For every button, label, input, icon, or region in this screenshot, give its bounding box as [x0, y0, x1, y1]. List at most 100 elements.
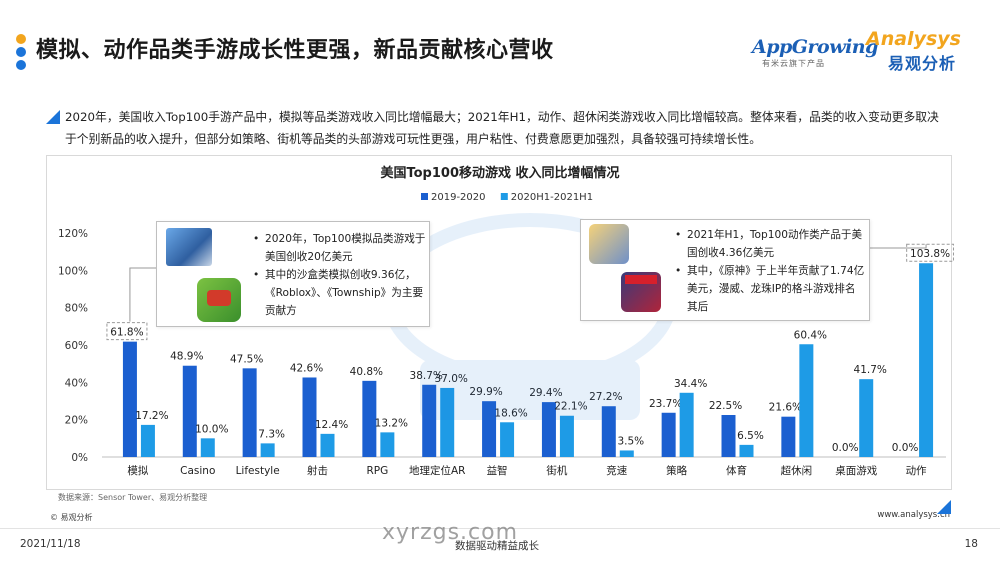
bar-series2 — [859, 379, 874, 457]
data-label: 12.4% — [315, 419, 348, 431]
data-label: 37.0% — [435, 373, 468, 385]
genshin-thumbnail-icon — [589, 224, 629, 264]
callout-simulation: 2020年，Top100模拟品类游戏于美国创收20亿美元 其中的沙盒类模拟创收9… — [156, 221, 430, 327]
chart-title: 美国Top100移动游戏 收入同比增幅情况 — [380, 165, 619, 181]
data-label: 0.0% — [832, 442, 859, 454]
data-label: 40.8% — [350, 366, 383, 378]
data-label: 60.4% — [794, 329, 827, 341]
y-tick-label: 40% — [65, 377, 88, 389]
data-label: 48.9% — [170, 351, 203, 363]
data-label: 29.4% — [529, 387, 562, 399]
callout-simulation-bullet: 其中的沙盒类模拟创收9.36亿，《Roblox》、《Township》为主要贡献… — [251, 266, 429, 320]
data-label: 103.8% — [910, 248, 950, 260]
x-tick-label: 超休闲 — [781, 464, 813, 477]
roblox-thumbnail-icon — [166, 228, 212, 266]
bar-series1 — [482, 401, 497, 457]
y-tick-label: 20% — [65, 415, 88, 427]
x-tick-label: 射击 — [307, 464, 328, 477]
callout-simulation-bullet: 2020年，Top100模拟品类游戏于美国创收20亿美元 — [251, 230, 429, 266]
bar-series1 — [781, 416, 796, 457]
y-tick-label: 80% — [65, 303, 88, 315]
data-label: 29.9% — [469, 386, 502, 398]
bar-series2 — [380, 432, 395, 457]
data-label: 7.3% — [258, 428, 285, 440]
y-tick-label: 60% — [65, 340, 88, 352]
data-label: 47.5% — [230, 353, 263, 365]
site-url[interactable]: www.analysys.cn — [877, 510, 950, 520]
data-label: 22.5% — [709, 400, 742, 412]
bar-series2 — [440, 387, 455, 457]
x-tick-label: 街机 — [546, 464, 567, 477]
bar-series2 — [200, 438, 215, 457]
x-tick-label: 地理定位AR — [409, 464, 465, 477]
page-number: 18 — [964, 538, 978, 550]
x-tick-label: 益智 — [487, 464, 508, 477]
data-label: 23.7% — [649, 398, 682, 410]
bottom-watermark: xyrzgs.com — [382, 520, 519, 545]
title-dot-orange — [16, 34, 26, 44]
bar-series1 — [541, 402, 556, 457]
data-label: 17.2% — [135, 410, 168, 422]
data-label: 27.2% — [589, 391, 622, 403]
appgrowing-logo: AppGrowing 有米云旗下产品 — [752, 36, 878, 76]
marvel-thumbnail-icon — [621, 272, 661, 312]
data-label: 61.8% — [110, 327, 143, 339]
highlight-box — [906, 243, 954, 262]
x-tick-label: 体育 — [726, 464, 747, 477]
legend-label-1: 2020H1-2021H1 — [511, 192, 593, 203]
appgrowing-logo-sub: 有米云旗下产品 — [762, 59, 825, 68]
analysys-logo: Analysys 易观分析 — [866, 28, 976, 76]
analysys-logo-cn: 易观分析 — [888, 54, 957, 73]
footer-divider — [0, 528, 1000, 529]
bar-series1 — [661, 412, 676, 457]
y-tick-label: 0% — [71, 452, 88, 464]
data-label: 21.6% — [769, 402, 802, 414]
corner-triangle-icon — [937, 500, 951, 514]
bar-series2 — [739, 444, 754, 457]
highlight-box — [106, 322, 148, 341]
y-tick-label: 120% — [58, 228, 88, 240]
data-label: 3.5% — [617, 435, 644, 447]
x-tick-label: 桌面游戏 — [835, 464, 877, 477]
bar-series1 — [242, 368, 257, 457]
bar-series1 — [422, 384, 437, 457]
x-tick-label: 竞速 — [606, 464, 627, 477]
analysys-logo-name: Analysys — [866, 28, 961, 50]
x-tick-label: 模拟 — [127, 464, 148, 477]
callout-connector-left — [129, 267, 156, 322]
x-tick-label: 策略 — [666, 464, 687, 477]
page-title: 模拟、动作品类手游成长性更强，新品贡献核心营收 — [36, 38, 554, 63]
copyright: © 易观分析 — [50, 513, 93, 522]
footer-slogan: 数据驱动精益成长 — [455, 540, 539, 552]
bar-series2 — [919, 263, 934, 457]
bar-series1 — [362, 380, 377, 457]
title-dot-blue-1 — [16, 47, 26, 57]
intro-paragraph: 2020年，美国收入Top100手游产品中，模拟等品类游戏收入同比增幅最大；20… — [65, 110, 939, 146]
callout-action-bullet: 其中，《原神》于上半年贡献了1.74亿美元，漫威、龙珠IP的格斗游戏排名其后 — [673, 262, 865, 316]
bar-series1 — [122, 341, 137, 457]
bar-series2 — [679, 392, 694, 457]
bar-series2 — [559, 415, 574, 457]
legend-label-0: 2019-2020 — [431, 192, 486, 203]
data-label: 34.4% — [674, 378, 707, 390]
callout-action: 2021年H1，Top100动作类产品于美国创收4.36亿美元 其中，《原神》于… — [580, 219, 870, 321]
x-tick-label: Lifestyle — [236, 465, 280, 477]
appgrowing-logo-name: AppGrowing — [752, 36, 878, 58]
data-source: 数据来源：Sensor Tower、易观分析整理 — [58, 493, 208, 502]
intro-triangle-icon — [46, 110, 60, 124]
data-label: 22.1% — [554, 401, 587, 413]
data-label: 38.7% — [410, 370, 443, 382]
township-thumbnail-icon — [197, 278, 241, 322]
y-tick-label: 100% — [58, 265, 88, 277]
data-label: 0.0% — [892, 442, 919, 454]
report-date: 2021/11/18 — [20, 538, 81, 550]
x-tick-label: RPG — [366, 465, 388, 477]
callout-connector-right — [870, 244, 927, 249]
bar-series1 — [302, 377, 317, 457]
data-label: 18.6% — [494, 407, 527, 419]
x-tick-label: Casino — [180, 465, 215, 477]
bar-series1 — [182, 365, 197, 457]
bar-series2 — [500, 422, 515, 457]
legend-swatch-1 — [500, 193, 508, 200]
